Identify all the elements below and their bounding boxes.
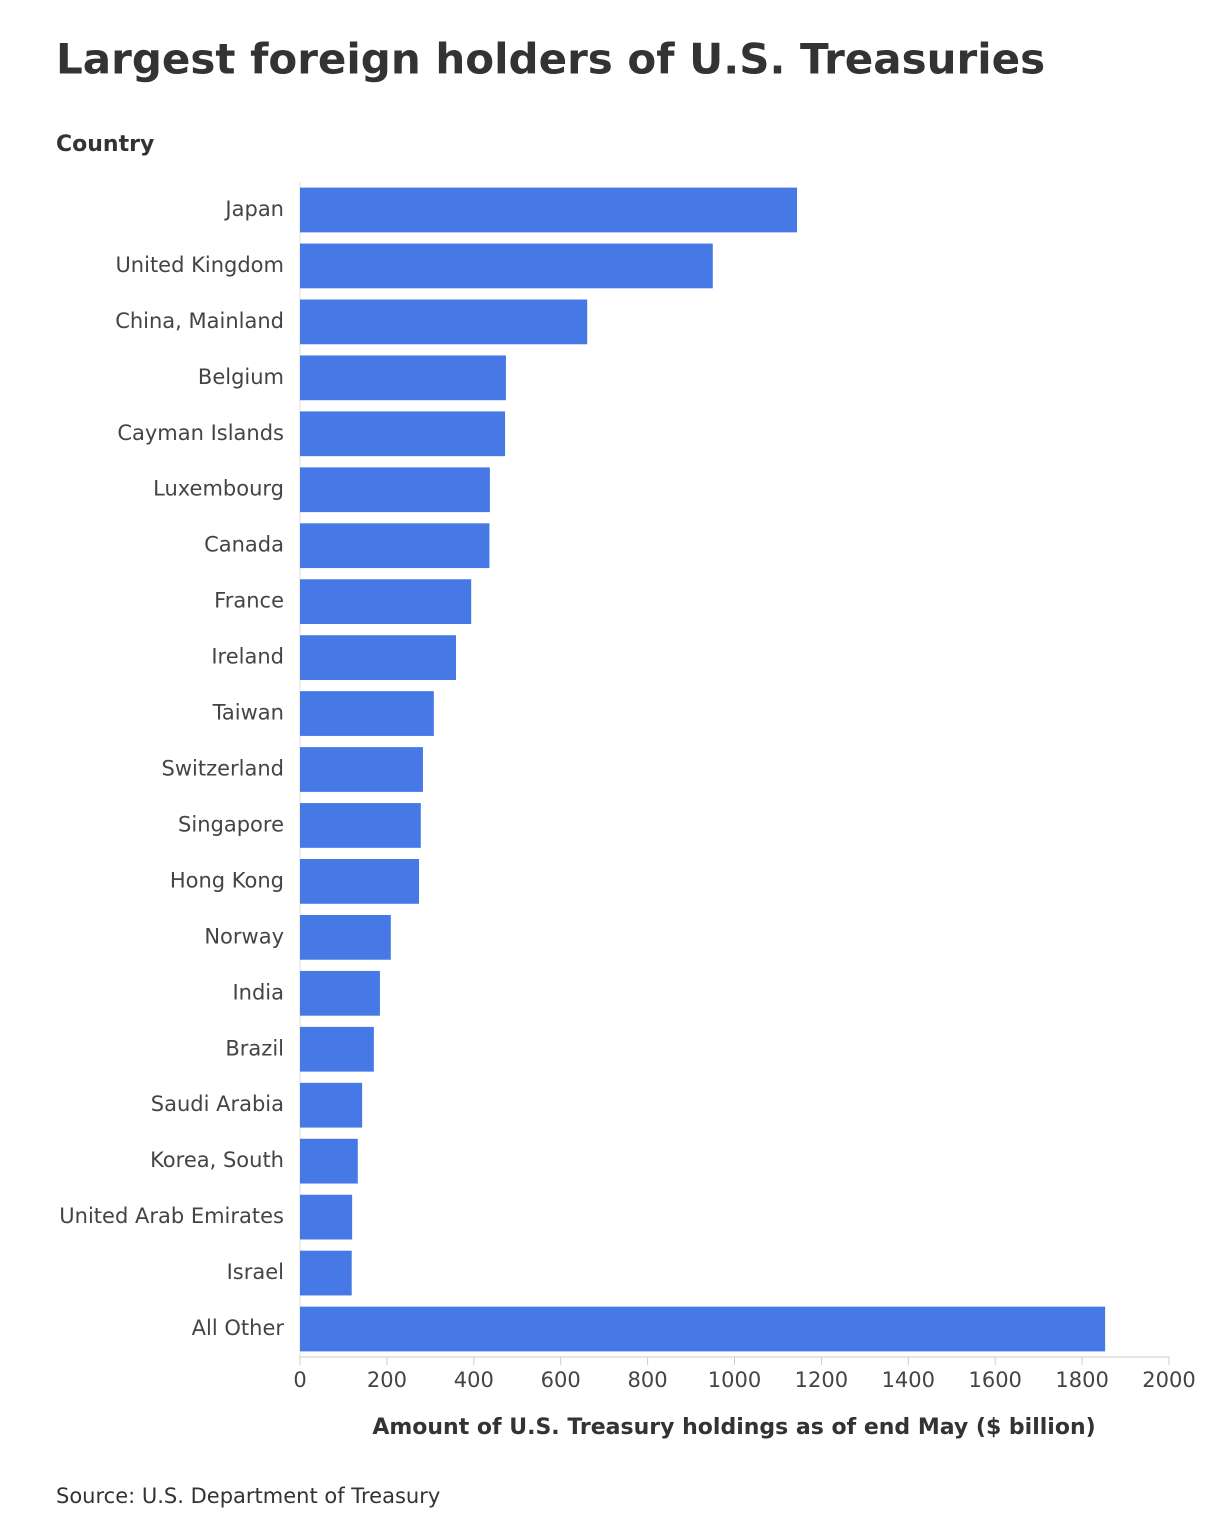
bar — [300, 467, 490, 513]
y-tick-label: Belgium — [198, 365, 284, 389]
bar — [300, 914, 391, 960]
x-tick-label: 1400 — [882, 1368, 935, 1392]
bar — [300, 970, 380, 1016]
y-tick-label: Israel — [227, 1260, 284, 1284]
x-tick-label: 1800 — [1055, 1368, 1108, 1392]
y-tick-label: Brazil — [225, 1036, 284, 1060]
x-axis-title: Amount of U.S. Treasury holdings as of e… — [372, 1415, 1095, 1440]
bar — [300, 1026, 374, 1072]
x-tick-label: 400 — [454, 1368, 494, 1392]
y-tick-label: Korea, South — [150, 1148, 284, 1172]
bar — [300, 1194, 353, 1240]
bar — [300, 523, 490, 569]
bar — [300, 859, 420, 904]
y-tick-label: Saudi Arabia — [151, 1092, 284, 1116]
y-tick-label: Ireland — [211, 645, 284, 669]
x-tick-label: 1200 — [795, 1368, 848, 1392]
y-tick-label: Cayman Islands — [117, 421, 284, 445]
y-tick-label: India — [232, 980, 284, 1004]
x-tick-label: 1000 — [708, 1368, 761, 1392]
y-tick-label: Taiwan — [212, 701, 284, 725]
bar — [300, 187, 798, 233]
x-tick-label: 2000 — [1142, 1368, 1195, 1392]
bar — [300, 243, 713, 289]
x-tick-label: 600 — [541, 1368, 581, 1392]
x-tick-label: 800 — [628, 1368, 668, 1392]
y-axis-title: Country — [56, 132, 154, 157]
chart-title: Largest foreign holders of U.S. Treasuri… — [56, 35, 1045, 84]
y-tick-label: France — [214, 589, 284, 613]
y-tick-label: Canada — [204, 533, 284, 557]
y-tick-label: United Arab Emirates — [59, 1204, 284, 1228]
bar — [300, 579, 472, 625]
bar — [300, 691, 434, 736]
bar — [300, 635, 456, 680]
bar — [300, 411, 506, 457]
y-tick-label: Hong Kong — [170, 868, 284, 892]
bar — [300, 1138, 358, 1184]
x-tick-label: 200 — [367, 1368, 407, 1392]
y-tick-label: Japan — [223, 197, 284, 221]
bar — [300, 1082, 363, 1128]
y-tick-label: Singapore — [178, 812, 284, 836]
bar — [300, 355, 506, 401]
y-tick-label: Switzerland — [162, 757, 285, 781]
bar — [300, 1250, 352, 1296]
x-tick-label: 0 — [293, 1368, 306, 1392]
bar — [300, 747, 423, 792]
y-tick-label: United Kingdom — [115, 253, 284, 277]
x-tick-label: 1600 — [968, 1368, 1021, 1392]
bar — [300, 1306, 1106, 1352]
source-note: Source: U.S. Department of Treasury — [56, 1484, 440, 1508]
bar — [300, 299, 588, 345]
y-tick-label: Luxembourg — [153, 477, 284, 501]
y-tick-label: China, Mainland — [115, 309, 284, 333]
bar — [300, 803, 421, 848]
y-tick-label: Norway — [204, 924, 284, 948]
y-tick-label: All Other — [192, 1316, 285, 1340]
